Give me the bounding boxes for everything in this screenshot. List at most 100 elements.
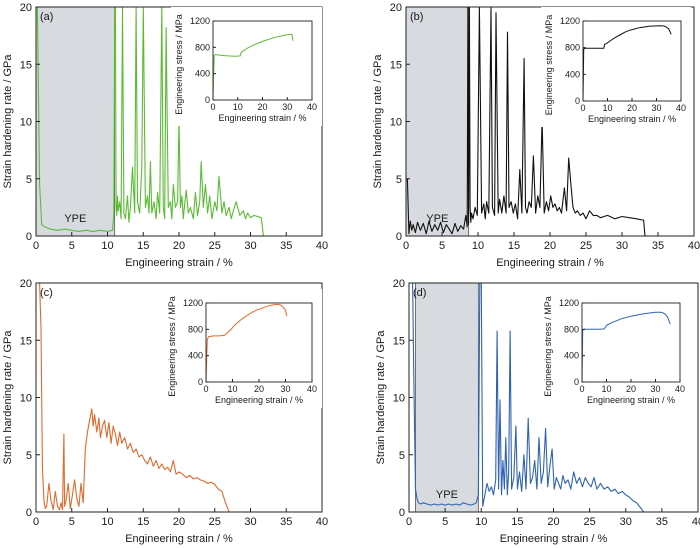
x-tick-label: 25	[209, 240, 221, 252]
x-tick-label: 20	[547, 516, 559, 528]
inset-y-tick-label: 400	[564, 351, 579, 361]
x-tick-label: 35	[652, 240, 664, 252]
y-tick-label: 10	[20, 117, 32, 129]
inset-y-tick-label: 800	[565, 43, 580, 53]
y-tick-label: 5	[26, 174, 32, 186]
inset-x-tick-label: 10	[601, 384, 611, 394]
y-tick-label: 20	[20, 2, 32, 14]
inset-x-tick-label: 0	[210, 102, 215, 112]
x-tick-label: 20	[544, 240, 556, 252]
ype-label: YPE	[436, 489, 458, 501]
x-tick-label: 0	[406, 516, 412, 528]
panel-label: (d)	[413, 287, 426, 299]
x-tick-label: 0	[403, 240, 409, 252]
series-line	[36, 7, 264, 236]
inset-x-axis-label: Engineering strain / %	[218, 113, 306, 123]
inset-y-tick-label: 0	[198, 377, 203, 387]
inset-x-tick-label: 10	[602, 103, 612, 113]
inset-y-axis-label: Engineering stress / MPa	[544, 15, 554, 116]
inset-y-tick-label: 400	[195, 69, 210, 79]
x-tick-label: 0	[33, 516, 39, 528]
x-tick-label: 10	[475, 516, 487, 528]
inset-background	[540, 289, 690, 408]
y-tick-label: 0	[396, 231, 402, 243]
inset-x-tick-label: 40	[675, 384, 685, 394]
inset-y-tick-label: 0	[575, 96, 580, 106]
y-tick-label: 10	[390, 117, 402, 129]
inset-x-tick-label: 0	[579, 384, 584, 394]
inset-x-tick-label: 40	[307, 102, 317, 112]
inset-x-tick-label: 20	[627, 103, 637, 113]
x-tick-label: 40	[316, 516, 328, 528]
y-tick-label: 5	[396, 174, 402, 186]
inset-series-line	[582, 25, 672, 102]
inset-x-tick-label: 20	[257, 102, 267, 112]
y-tick-label: 15	[20, 335, 32, 347]
y-tick-label: 15	[20, 59, 32, 71]
inset-x-tick-label: 0	[580, 103, 585, 113]
x-tick-label: 25	[584, 516, 596, 528]
x-tick-label: 40	[316, 240, 328, 252]
x-tick-label: 5	[69, 516, 75, 528]
y-tick-label: 20	[393, 278, 405, 290]
ype-label: YPE	[64, 213, 86, 225]
inset-x-tick-label: 40	[307, 384, 317, 394]
inset-y-axis-label: Engineering stress / MPa	[543, 296, 553, 397]
x-axis-label: Engineering strain / %	[500, 533, 608, 545]
x-axis-label: Engineering strain / %	[125, 257, 233, 269]
x-tick-label: 30	[244, 240, 256, 252]
inset-y-tick-label: 400	[565, 69, 580, 79]
inset-y-tick-label: 800	[188, 324, 203, 334]
x-tick-label: 10	[101, 240, 113, 252]
inset-x-tick-label: 20	[254, 384, 264, 394]
x-tick-label: 5	[439, 240, 445, 252]
inset-y-tick-label: 1200	[560, 16, 580, 26]
inset-y-axis-label: Engineering stress / MPa	[174, 14, 184, 115]
inset-x-tick-label: 30	[280, 384, 290, 394]
y-tick-label: 20	[390, 2, 402, 14]
inset-x-tick-label: 30	[650, 384, 660, 394]
y-tick-label: 0	[399, 507, 405, 519]
panel-label: (c)	[40, 287, 53, 299]
x-tick-label: 5	[69, 240, 75, 252]
x-axis-label: Engineering strain / %	[496, 257, 604, 269]
x-tick-label: 15	[511, 516, 523, 528]
ype-region	[405, 6, 470, 237]
ype-region	[415, 282, 479, 513]
x-tick-label: 15	[508, 240, 520, 252]
ype-region	[35, 6, 116, 237]
inset-x-axis-label: Engineering strain / %	[588, 114, 676, 124]
x-tick-label: 30	[620, 516, 632, 528]
y-tick-label: 15	[390, 59, 402, 71]
series-line	[412, 283, 645, 512]
y-tick-label: 0	[26, 507, 32, 519]
inset-background	[164, 289, 322, 408]
y-tick-label: 10	[393, 393, 405, 405]
inset-series-line	[581, 311, 671, 383]
y-axis-label: Strain hardening rate / GPa	[2, 330, 14, 465]
inset-background	[171, 7, 322, 126]
inset-x-tick-label: 10	[233, 102, 243, 112]
inset-y-tick-label: 0	[205, 95, 210, 105]
x-tick-label: 40	[692, 516, 700, 528]
inset-y-tick-label: 0	[574, 377, 579, 387]
x-tick-label: 30	[244, 516, 256, 528]
x-tick-label: 15	[137, 516, 149, 528]
ype-label: YPE	[426, 213, 448, 225]
inset-x-tick-label: 30	[282, 102, 292, 112]
x-axis-label: Engineering strain / %	[125, 533, 233, 545]
inset-y-axis-label: Engineering stress / MPa	[167, 296, 177, 397]
y-tick-label: 5	[26, 450, 32, 462]
inset-x-tick-label: 10	[227, 384, 237, 394]
y-axis-label: Strain hardening rate / GPa	[372, 54, 384, 189]
inset-y-tick-label: 1200	[190, 16, 210, 26]
x-tick-label: 10	[472, 240, 484, 252]
inset-y-tick-label: 1200	[559, 298, 579, 308]
x-tick-label: 40	[688, 240, 700, 252]
panel-label: (b)	[410, 11, 423, 23]
